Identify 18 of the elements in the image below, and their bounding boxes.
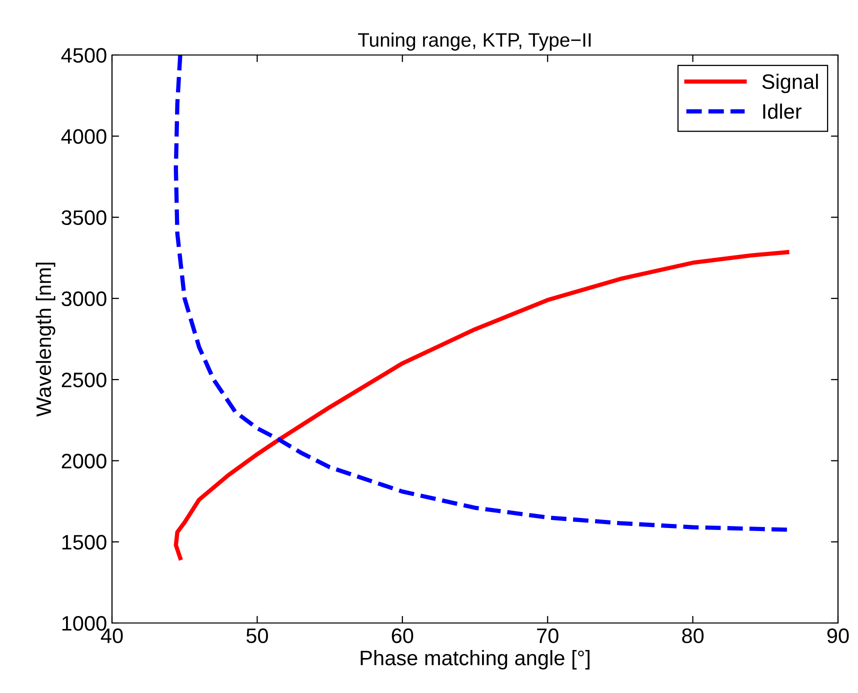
y-tick-label: 1500	[62, 534, 106, 550]
x-tick-label: 90	[827, 628, 849, 644]
legend-label: Signal	[762, 74, 818, 94]
y-tick-label: 3500	[62, 210, 106, 226]
x-tick-label: 80	[682, 628, 704, 644]
line-series	[174, 250, 790, 560]
x-axis-title: Phase matching angle [°]	[360, 650, 590, 670]
y-tick-label: 2000	[62, 454, 106, 468]
chart-title: Tuning range, KTP, Type−II	[358, 32, 591, 51]
x-tick-label: 70	[537, 628, 558, 644]
y-tick-label: 2500	[62, 372, 106, 388]
x-tick-label: 60	[392, 628, 414, 644]
y-tick-label: 3000	[62, 291, 106, 306]
x-tick-label: 50	[246, 628, 268, 644]
y-tick-label: 4500	[61, 48, 106, 63]
y-tick-label: 4000	[61, 129, 106, 144]
legend-label: Idler	[763, 104, 802, 119]
y-axis-title: Wavelength [nm]	[36, 262, 56, 417]
